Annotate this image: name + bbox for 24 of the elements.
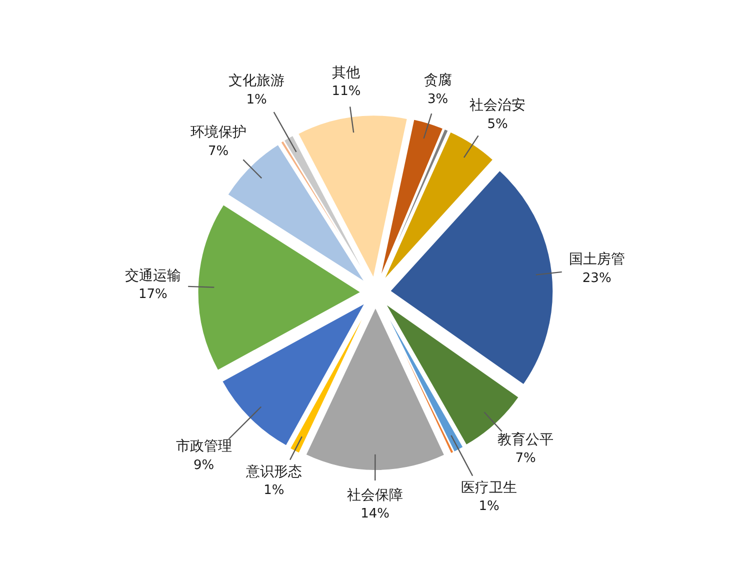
data-label: 11% [332, 84, 361, 100]
data-label: 14% [360, 506, 390, 522]
data-label: 1% [478, 499, 500, 514]
slice-label: 教育公平 [498, 430, 554, 448]
data-label: 17% [138, 287, 168, 302]
data-label: 5% [487, 116, 508, 132]
slice-label: 环境保护 [190, 124, 246, 141]
data-label: 3% [428, 92, 448, 107]
slice-label: 文化旅游 [228, 73, 285, 90]
data-label: 1% [264, 483, 284, 498]
data-label: 23% [582, 270, 612, 286]
slice-label: 贪腐 [424, 72, 452, 89]
data-label: 7% [208, 144, 229, 159]
slice-label: 市政管理 [176, 438, 232, 455]
slice-label: 社会治安 [470, 98, 526, 114]
slice-label: 国土房管 [568, 252, 625, 268]
slice-label: 交通运输 [124, 268, 181, 284]
data-label: 9% [194, 458, 214, 473]
data-label: 7% [515, 451, 536, 466]
data-label: 1% [246, 92, 267, 108]
slice-label: 医疗卫生 [461, 480, 518, 496]
slice-label: 其他 [332, 64, 360, 81]
slice-label: 社会保障 [347, 487, 404, 504]
slice-label: 意识形态 [244, 464, 302, 480]
